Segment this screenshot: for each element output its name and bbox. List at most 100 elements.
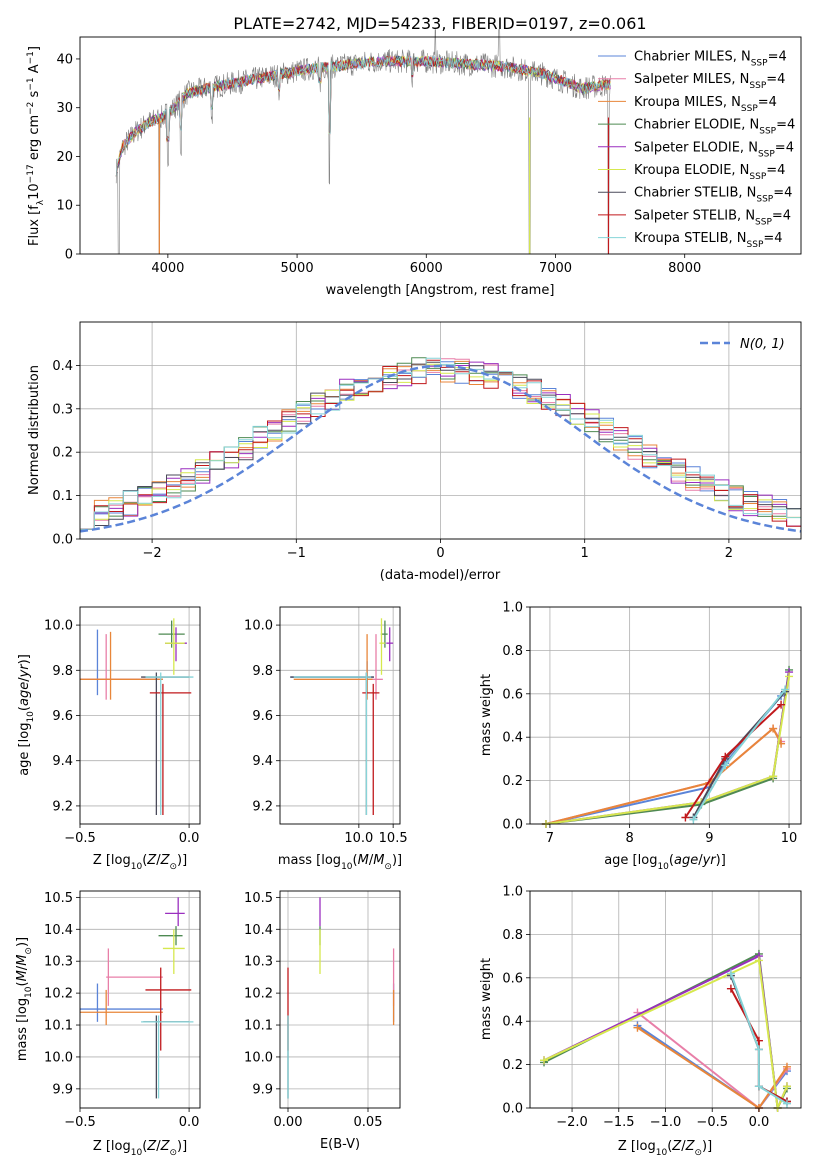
y-tick-label: 10.5 [244,891,273,906]
legend-label: Salpeter ELODIE, NSSP=4 [634,140,794,159]
errorbar-chabrier-elodie [158,926,183,946]
errorbar-salpeter-elodie [386,627,394,662]
y-tick-label: 10.3 [44,955,73,970]
y-tick-label: 10.0 [244,619,273,634]
y-axis-label: age [log10(age/yr)] [17,654,36,776]
y-tick-label: 10.0 [44,1050,73,1065]
x-axis-label: wavelength [Angstrom, rest frame] [326,283,555,298]
x-tick-label: 0.00 [274,1115,303,1130]
residuals-marks [79,357,802,533]
spectrum-marks [115,29,611,255]
y-tick-label: 0.6 [502,687,523,702]
x-tick-label: −1 [287,546,306,561]
x-tick-label: 0.0 [179,1115,200,1130]
y-tick-label: 0.2 [52,446,73,461]
weight-line-kroupa-stelib [729,973,788,1105]
y-tick-label: 20 [56,150,73,165]
errorbar-chabrier-miles [80,629,163,696]
x-tick-label: −0.5 [64,831,96,846]
x-tick-label: −1.0 [650,1115,682,1130]
y-tick-label: 10.0 [244,1050,273,1065]
y-tick-label: 0.0 [502,1102,523,1117]
weight-marker [754,1082,763,1091]
weight-marker [721,752,730,761]
legend-label: Kroupa ELODIE, NSSP=4 [634,163,785,182]
legend-label: N(0, 1) [740,337,785,352]
weight-line-salpeter-elodie [545,671,790,825]
x-axis-label: E(B-V) [320,1137,360,1152]
x-axis-label: Z [log10(Z/Z⊙)] [93,853,187,872]
x-tick-label: 6000 [410,261,443,276]
weight-line-kroupa-elodie [545,676,790,825]
x-tick-label: 10 [781,831,798,846]
y-tick-label: 0.8 [502,644,523,659]
y-tick-label: 9.8 [252,664,273,679]
figure-title: PLATE=2742, MJD=54233, FIBERID=0197, z=0… [233,14,646,33]
y-axis-label: mass weight [479,674,494,756]
y-tick-label: 10.2 [244,987,273,1002]
y-tick-label: 0.2 [502,1058,523,1073]
x-tick-label: 2 [725,546,733,561]
x-tick-label: 7 [546,831,554,846]
y-tick-label: 0.0 [502,818,523,833]
weight-marker [689,815,698,824]
spectrum-legend: Chabrier MILES, NSSP=4 Salpeter MILES, NS… [598,50,795,250]
y-tick-label: 10.4 [44,923,73,938]
weight-marker [769,724,778,733]
y-tick-label: 10.2 [44,987,73,1002]
errorbar-kroupa-elodie [162,929,185,974]
x-tick-label: 9 [705,831,713,846]
mass-vs-Z-panel: −0.5 0.0 9.9 10.0 10.1 10.2 10.3 10.4 10.5 Z [log… [15,890,201,1158]
x-tick-label: 4000 [151,261,184,276]
y-tick-label: 10.0 [44,619,73,634]
errorbar-kroupa-miles [80,989,163,1026]
weight-line-chabrier-stelib [692,690,786,818]
x-tick-label: 0.0 [749,1115,770,1130]
y-tick-label: 10.5 [44,891,73,906]
errorbar-kroupa-miles [80,631,163,700]
legend-label: Salpeter STELIB, NSSP=4 [634,208,791,227]
y-tick-label: 0 [65,248,73,263]
y-axis-label: mass [log10(M/M⊙)] [15,937,34,1061]
weight-line-kroupa-miles [545,726,782,825]
weight-marker [782,1082,791,1091]
errorbar-salpeter-stelib [145,967,192,1051]
x-tick-label: 0.0 [179,831,200,846]
x-axis-label: Z [log10(Z/Z⊙)] [618,1139,712,1158]
age-vs-Z-panel: −0.5 0.0 9.2 9.4 9.6 9.8 10.0 Z [log10(Z/Z⊙)] ag… [17,606,201,872]
y-axis-label: mass weight [479,958,494,1040]
y-tick-label: 10.4 [244,923,273,938]
errorbar-salpeter-miles [80,634,163,700]
weight-line-salpeter-stelib [684,703,782,819]
y-tick-label: 9.6 [52,709,73,724]
y-axis-label: Flux [fλ10−17 erg cm−2 s−1 A−1] [26,46,46,246]
x-axis-label: (data-model)/error [380,568,501,583]
mass-vs-Z-marks [80,897,194,1099]
errorbar-salpeter-stelib [149,683,192,815]
y-tick-label: 9.2 [252,799,273,814]
x-axis-label: Z [log10(Z/Z⊙)] [93,1139,187,1158]
errorbar-chabrier-stelib [290,672,374,815]
y-tick-label: 9.4 [52,754,73,769]
x-tick-label: 8 [625,831,633,846]
age-vs-mass-panel: 10.0 10.5 9.2 9.4 9.6 9.8 10.0 mass [log10(M/M⊙… [244,606,408,872]
errorbar-kroupa-stelib [141,1015,194,1099]
weight-vs-age-marks [541,665,794,828]
axes-frame [529,606,802,825]
y-tick-label: 9.2 [52,799,73,814]
weight-marker [721,761,730,770]
x-tick-label: 7000 [539,261,572,276]
weight-marker [781,685,790,694]
x-tick-label: 10.5 [379,831,408,846]
axes-frame [279,890,401,1109]
y-tick-label: 9.6 [252,709,273,724]
weight-marker [782,1062,791,1071]
weight-marker [726,969,735,978]
errorbar-kroupa-stelib [145,672,194,815]
age-vs-mass-marks [290,618,394,815]
weight-marker [785,672,794,681]
x-tick-label: 0 [436,546,444,561]
y-tick-label: 9.8 [52,664,73,679]
weight-marker [540,1056,549,1065]
y-tick-label: 30 [56,101,73,116]
